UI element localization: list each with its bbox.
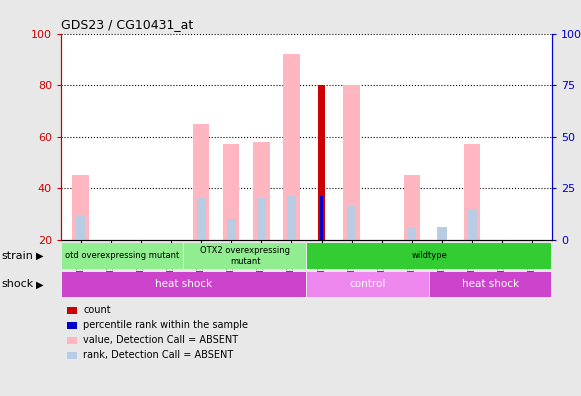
Bar (283, 54, 300, 240)
Text: ▶: ▶ (36, 279, 44, 289)
Text: GDS23 / CG10431_at: GDS23 / CG10431_at (61, 18, 193, 31)
Bar (223, 144, 239, 240)
Bar (257, 198, 266, 240)
Bar (287, 196, 296, 240)
Bar (343, 85, 360, 240)
Text: otd overexpressing mutant: otd overexpressing mutant (65, 251, 180, 260)
Text: rank, Detection Call = ABSENT: rank, Detection Call = ABSENT (83, 350, 234, 360)
Bar (253, 142, 270, 240)
Text: control: control (350, 279, 386, 289)
Bar (430, 272, 551, 297)
Bar (62, 272, 306, 297)
Text: value, Detection Call = ABSENT: value, Detection Call = ABSENT (83, 335, 238, 345)
Text: count: count (83, 305, 111, 315)
Text: heat shock: heat shock (155, 279, 212, 289)
Bar (72, 175, 89, 240)
Bar (196, 198, 206, 240)
Text: OTX2 overexpressing
mutant: OTX2 overexpressing mutant (200, 246, 290, 265)
Text: shock: shock (1, 279, 34, 289)
Bar (193, 124, 209, 240)
Bar (464, 144, 480, 240)
Text: wildtype: wildtype (411, 251, 447, 260)
Bar (318, 85, 325, 240)
Text: strain: strain (1, 251, 33, 261)
Text: heat shock: heat shock (462, 279, 519, 289)
Text: ▶: ▶ (36, 251, 44, 261)
Bar (62, 243, 183, 269)
Bar (320, 196, 323, 240)
Bar (468, 209, 476, 240)
Bar (407, 227, 417, 240)
Bar (76, 216, 85, 240)
Bar (227, 219, 236, 240)
Text: percentile rank within the sample: percentile rank within the sample (83, 320, 248, 330)
Bar (437, 227, 447, 240)
Bar (307, 272, 429, 297)
Bar (347, 206, 356, 240)
Bar (307, 243, 551, 269)
Bar (404, 175, 420, 240)
Bar (184, 243, 306, 269)
